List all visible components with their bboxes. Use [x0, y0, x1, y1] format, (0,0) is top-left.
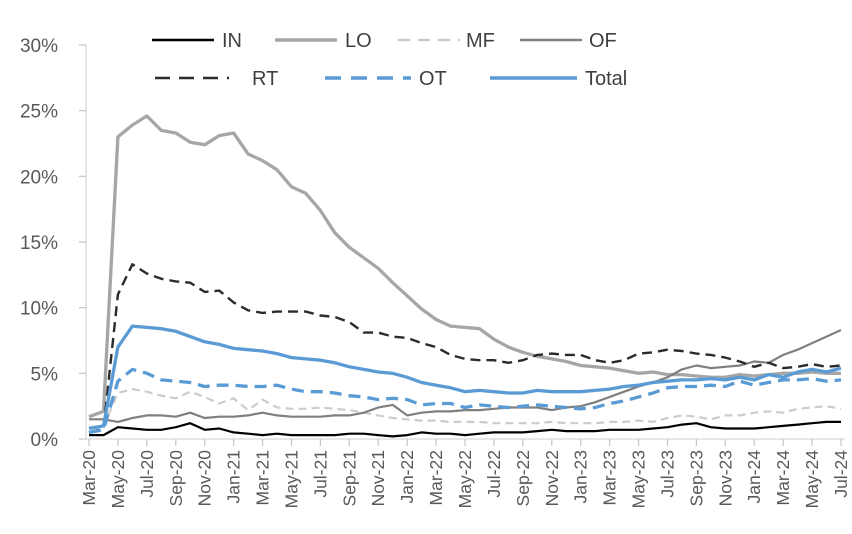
y-axis-tick-label: 20% — [20, 167, 58, 188]
y-axis-tick-label: 10% — [20, 299, 58, 320]
x-axis-tick-label: Jan-23 — [571, 450, 591, 504]
series-line-in — [89, 420, 841, 438]
x-axis-tick-label: May-22 — [455, 450, 475, 508]
series-line-mf — [88, 388, 842, 429]
series-line-of — [89, 328, 842, 423]
x-axis-tick-label: Jul-22 — [484, 450, 504, 498]
x-axis-tick-label: Jul-20 — [137, 450, 157, 498]
x-axis-tick-label: Jan-21 — [224, 450, 244, 504]
x-axis-tick-label: May-21 — [281, 450, 301, 508]
series-line-total — [88, 324, 842, 431]
x-axis-tick-label: May-20 — [108, 450, 128, 509]
x-axis-tick-label: Nov-20 — [195, 450, 215, 507]
x-axis-tick-label: Mar-22 — [426, 450, 446, 505]
y-axis-tick-label: 5% — [31, 364, 59, 385]
x-axis-tick-label: Sep-23 — [686, 450, 706, 506]
x-axis-tick-label: Mar-24 — [773, 450, 793, 506]
x-axis-tick-label: Mar-20 — [79, 450, 99, 506]
x-axis-tick-label: Sep-21 — [339, 450, 359, 506]
legend-label-ot: OT — [419, 68, 447, 90]
x-axis-tick-label: May-23 — [629, 450, 649, 508]
x-axis-tick-label: Sep-22 — [513, 450, 533, 506]
legend-label-in: IN — [222, 30, 242, 52]
y-axis-tick-label: 30% — [20, 36, 58, 57]
legend-label-rt: RT — [252, 68, 278, 90]
x-axis-tick-label: Jul-21 — [310, 450, 330, 498]
legend-label-lo: LO — [345, 30, 372, 52]
series-line-lo — [88, 114, 841, 419]
series-line-ot — [88, 367, 842, 435]
y-axis-tick-label: 0% — [31, 430, 59, 451]
x-axis-tick-label: Mar-21 — [253, 450, 273, 505]
x-axis-tick-label: Jan-22 — [397, 450, 417, 504]
x-axis-tick-label: Sep-20 — [166, 450, 186, 507]
legend-label-of: OF — [589, 30, 617, 52]
x-axis-tick-label: Nov-23 — [715, 450, 735, 506]
x-axis-tick-label: Jul-23 — [657, 450, 677, 498]
y-axis-tick-label: 15% — [20, 233, 58, 254]
x-axis-tick-label: Nov-22 — [542, 450, 562, 506]
legend-label-total: Total — [585, 68, 627, 90]
x-axis-tick-label: Jan-24 — [744, 450, 764, 504]
x-axis-tick-label: May-24 — [802, 450, 822, 509]
x-axis-tick-label: Jul-24 — [831, 450, 851, 498]
y-axis-tick-label: 25% — [20, 102, 58, 123]
legend-label-mf: MF — [466, 30, 495, 52]
x-axis-tick-label: Nov-21 — [368, 450, 388, 506]
x-axis-tick-label: Mar-23 — [600, 450, 620, 505]
